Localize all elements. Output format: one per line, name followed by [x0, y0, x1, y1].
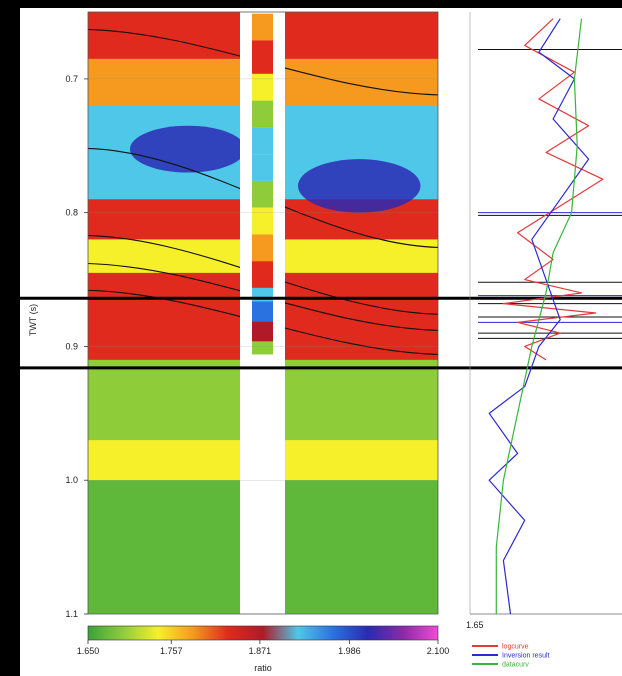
left-border-bar [0, 0, 20, 676]
log-curve-2 [495, 18, 583, 614]
well-column-cell-4 [252, 127, 273, 155]
top-border-bar [0, 0, 622, 8]
log-curve-0 [502, 18, 604, 361]
well-column-cell-2 [252, 73, 273, 101]
y-tick-label-1: 0.8 [65, 208, 78, 218]
well-column-cell-1 [252, 40, 273, 74]
colorbar-tick-label-3: 1.986 [338, 646, 361, 656]
legend-label-0: logcurve [502, 644, 529, 651]
log-curves [488, 18, 604, 615]
well-column-cell-3 [252, 100, 273, 128]
colorbar-label: ratio [254, 663, 272, 673]
y-axis: 0.7 0.8 0.9 1.0 1.1 [65, 74, 438, 619]
log-marker-lines [478, 48, 622, 339]
y-tick-label-4: 1.1 [65, 609, 78, 619]
legend-label-1: Inversion result [502, 653, 550, 660]
heatmap-patches [130, 125, 421, 213]
well-gap-right [275, 12, 285, 614]
log-x-tick-label: 1.65 [466, 620, 484, 630]
well-column-cell-12 [252, 321, 273, 342]
colorbar-tick-label-2: 1.871 [249, 646, 272, 656]
log-curve-1 [488, 18, 590, 615]
colorbar-tick-label-4: 2.100 [427, 646, 450, 656]
y-tick-label-0: 0.7 [65, 74, 78, 84]
colorbar-ramp [87, 625, 439, 641]
well-column-cell-11 [252, 301, 273, 322]
heatmap-panel [87, 11, 439, 615]
well-column-cell-7 [252, 207, 273, 235]
colorbar-tick-label-0: 1.650 [77, 646, 100, 656]
heatmap-patch-0 [130, 125, 246, 173]
colorbar: 1.650 1.757 1.871 1.986 2.100 ratio [77, 625, 450, 673]
log-legend: logcurve Inversion result datacurv [472, 644, 550, 669]
well-column-cell-13 [252, 341, 273, 355]
well-column-cell-9 [252, 261, 273, 288]
y-tick-label-2: 0.9 [65, 341, 78, 351]
heatmap-patch-1 [298, 159, 421, 213]
colorbar-ticks: 1.650 1.757 1.871 1.986 2.100 [77, 640, 450, 656]
well-column-cell-5 [252, 154, 273, 181]
y-tick-label-3: 1.0 [65, 475, 78, 485]
well-column-cell-6 [252, 180, 273, 208]
well-column-cell-0 [252, 13, 273, 41]
well-gap-left [240, 12, 250, 614]
well-column-cell-8 [252, 234, 273, 262]
well-column [252, 13, 273, 355]
legend-label-2: datacurv [502, 662, 529, 669]
log-panel: 1.65 logcurve Inversion result datacurv [466, 12, 622, 669]
colorbar-tick-label-1: 1.757 [160, 646, 183, 656]
y-axis-label: TWT (s) [28, 304, 38, 336]
